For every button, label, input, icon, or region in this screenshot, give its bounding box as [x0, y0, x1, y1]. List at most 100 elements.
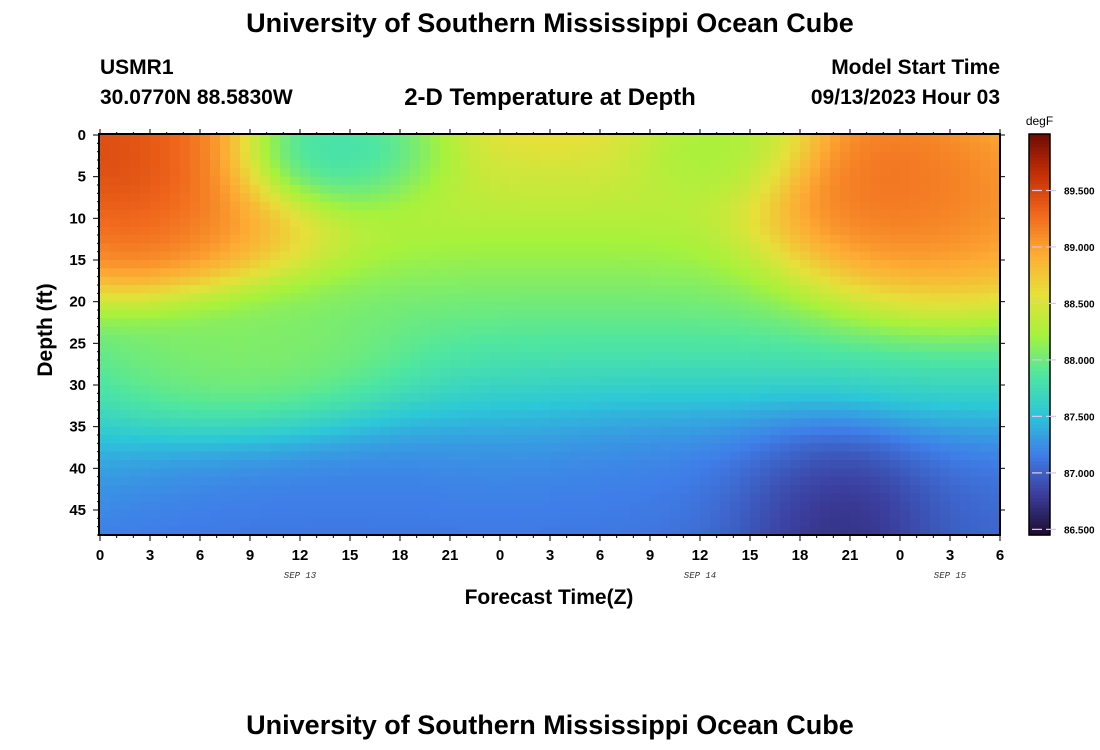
heatmap-cell: [580, 376, 591, 386]
heatmap-cell: [700, 468, 711, 478]
heatmap-cell: [860, 501, 871, 511]
heatmap-cell: [870, 285, 881, 294]
heatmap-cell: [660, 268, 671, 278]
heatmap-cell: [660, 360, 671, 369]
heatmap-cell: [400, 443, 411, 453]
heatmap-cell: [280, 476, 291, 486]
heatmap-cell: [140, 468, 151, 478]
heatmap-cell: [970, 510, 981, 519]
heatmap-cell: [840, 485, 851, 494]
heatmap-cell: [350, 318, 361, 328]
heatmap-cell: [340, 268, 351, 278]
heatmap-cell: [580, 393, 591, 403]
heatmap-cell: [940, 460, 951, 469]
heatmap-cell: [560, 451, 571, 461]
heatmap-cell: [710, 135, 721, 144]
heatmap-cell: [820, 226, 831, 236]
heatmap-cell: [130, 301, 141, 311]
heatmap-cell: [160, 401, 171, 411]
heatmap-cell: [210, 460, 221, 469]
heatmap-cell: [440, 468, 451, 478]
heatmap-cell: [200, 476, 211, 486]
heatmap-cell: [750, 526, 761, 536]
heatmap-cell: [940, 526, 951, 536]
heatmap-cell: [480, 168, 491, 178]
heatmap-cell: [740, 401, 751, 411]
heatmap-cell: [830, 176, 841, 186]
heatmap-cell: [420, 368, 431, 378]
heatmap-cell: [650, 326, 661, 336]
heatmap-cell: [870, 410, 881, 419]
heatmap-cell: [270, 151, 281, 161]
date-label: SEP 15: [934, 571, 967, 581]
colorbar-tick-label: 86.500: [1064, 525, 1095, 536]
heatmap-cell: [280, 151, 291, 161]
heatmap-cell: [440, 293, 451, 303]
heatmap-cell: [790, 460, 801, 469]
heatmap-cell: [210, 401, 221, 411]
heatmap-cell: [640, 310, 651, 319]
heatmap-cell: [560, 426, 571, 436]
heatmap-cell: [570, 243, 581, 253]
heatmap-cell: [750, 343, 761, 353]
heatmap-cell: [590, 268, 601, 278]
heatmap-cell: [810, 235, 821, 244]
heatmap-cell: [770, 393, 781, 403]
heatmap-cell: [800, 476, 811, 486]
heatmap-cell: [800, 393, 811, 403]
heatmap-cell: [170, 410, 181, 419]
heatmap-cell: [700, 276, 711, 286]
heatmap-cell: [970, 226, 981, 236]
heatmap-cell: [210, 385, 221, 394]
heatmap-cell: [570, 135, 581, 144]
heatmap-cell: [940, 301, 951, 311]
heatmap-cell: [660, 168, 671, 178]
heatmap-cell: [450, 210, 461, 219]
heatmap-cell: [920, 360, 931, 369]
heatmap-cell: [430, 251, 441, 261]
heatmap-cell: [280, 160, 291, 169]
heatmap-cell: [210, 160, 221, 169]
heatmap-cell: [310, 235, 321, 244]
heatmap-cell: [710, 526, 721, 536]
y-tick-label: 40: [69, 460, 86, 477]
heatmap-cell: [130, 393, 141, 403]
heatmap-cell: [930, 501, 941, 511]
heatmap-cell: [670, 368, 681, 378]
heatmap-cell: [400, 160, 411, 169]
heatmap-cell: [740, 201, 751, 211]
heatmap-cell: [320, 318, 331, 328]
heatmap-cell: [880, 368, 891, 378]
heatmap-cell: [360, 135, 371, 144]
heatmap-cell: [640, 526, 651, 536]
heatmap-cell: [590, 285, 601, 294]
heatmap-cell: [210, 426, 221, 436]
heatmap-cell: [530, 401, 541, 411]
heatmap-cell: [900, 143, 911, 153]
heatmap-cell: [790, 135, 801, 144]
heatmap-cell: [800, 235, 811, 244]
heatmap-cell: [880, 385, 891, 394]
heatmap-cell: [190, 526, 201, 536]
colorbar-swatch: [1029, 431, 1050, 436]
heatmap-cell: [110, 493, 121, 503]
heatmap-cell: [710, 160, 721, 169]
heatmap-cell: [300, 176, 311, 186]
heatmap-cell: [150, 293, 161, 303]
heatmap-cell: [780, 151, 791, 161]
heatmap-cell: [790, 235, 801, 244]
heatmap-cell: [650, 226, 661, 236]
heatmap-cell: [670, 518, 681, 528]
heatmap-cell: [810, 393, 821, 403]
heatmap-cell: [960, 385, 971, 394]
heatmap-cell: [870, 193, 881, 203]
heatmap-cell: [810, 426, 821, 436]
heatmap-cell: [520, 176, 531, 186]
heatmap-cell: [470, 185, 481, 194]
heatmap-cell: [490, 310, 501, 319]
heatmap-cell: [580, 385, 591, 394]
heatmap-cell: [320, 468, 331, 478]
heatmap-cell: [990, 418, 1001, 428]
heatmap-cell: [110, 160, 121, 169]
